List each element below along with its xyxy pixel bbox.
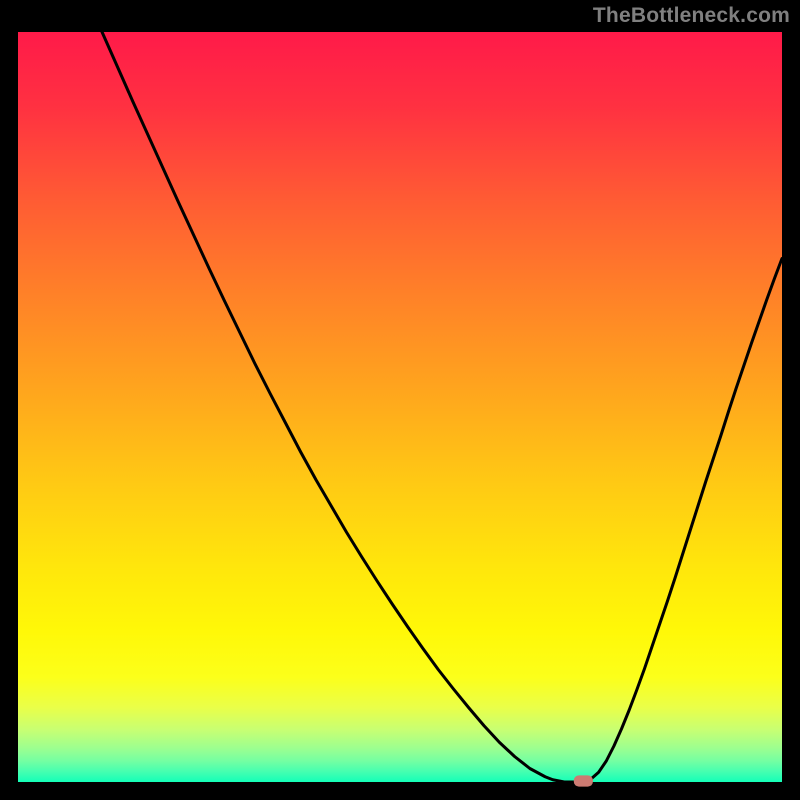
border-right xyxy=(782,0,800,800)
watermark-text: TheBottleneck.com xyxy=(593,4,790,28)
optimum-marker xyxy=(574,775,593,786)
bottleneck-chart xyxy=(0,0,800,800)
chart-stage: TheBottleneck.com xyxy=(0,0,800,800)
plot-background xyxy=(18,32,782,782)
border-left xyxy=(0,0,18,800)
border-bottom xyxy=(0,782,800,800)
